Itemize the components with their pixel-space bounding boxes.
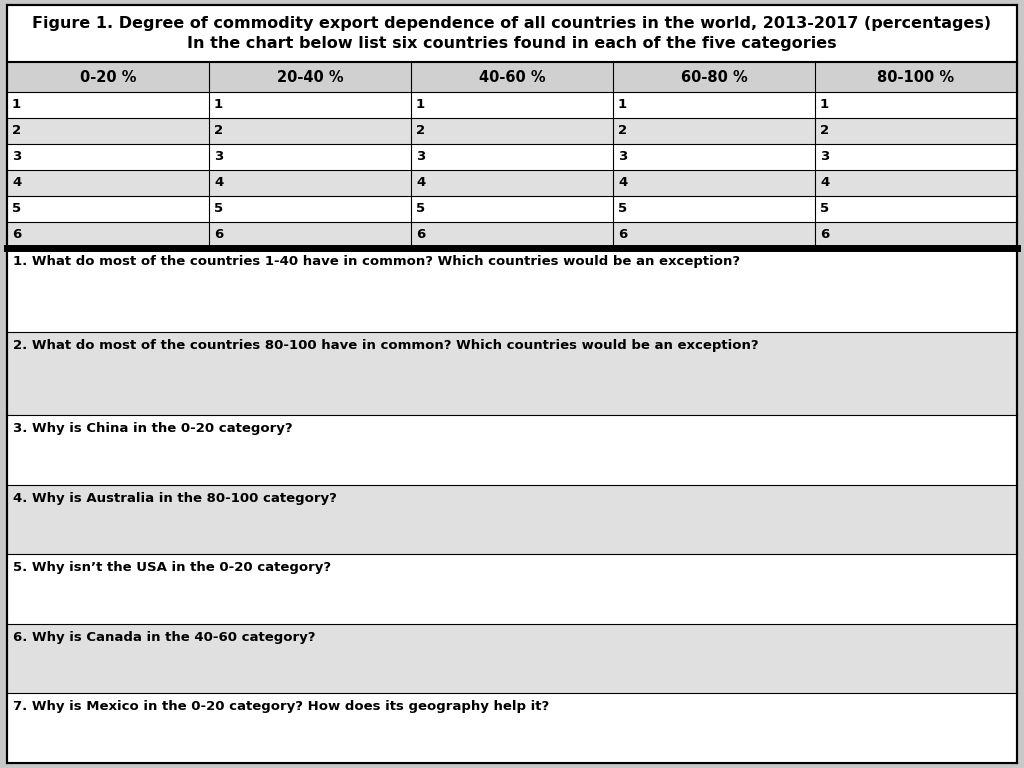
Text: 0-20 %: 0-20 % (80, 69, 136, 84)
Text: 2: 2 (618, 124, 627, 137)
Text: 6: 6 (214, 229, 223, 241)
Text: 2: 2 (214, 124, 223, 137)
Text: 6. Why is Canada in the 40-60 category?: 6. Why is Canada in the 40-60 category? (13, 631, 315, 644)
Text: 6: 6 (12, 229, 22, 241)
Text: 1: 1 (12, 98, 22, 111)
Bar (7, 415, 1017, 485)
Text: 1: 1 (416, 98, 425, 111)
Text: 1: 1 (820, 98, 829, 111)
Text: 3: 3 (618, 151, 628, 164)
Bar (7, 694, 1017, 763)
Text: 20-40 %: 20-40 % (276, 69, 343, 84)
Text: 6: 6 (820, 229, 829, 241)
Text: 4. Why is Australia in the 80-100 category?: 4. Why is Australia in the 80-100 catego… (13, 492, 337, 505)
Bar (7, 196, 1017, 222)
Text: 6: 6 (416, 229, 425, 241)
Text: 1. What do most of the countries 1-40 have in common? Which countries would be a: 1. What do most of the countries 1-40 ha… (13, 255, 740, 268)
Text: 3: 3 (820, 151, 829, 164)
Text: 40-60 %: 40-60 % (478, 69, 546, 84)
Text: 4: 4 (416, 177, 425, 190)
Text: 4: 4 (12, 177, 22, 190)
Bar (7, 118, 1017, 144)
Text: 2: 2 (12, 124, 22, 137)
Text: In the chart below list six countries found in each of the five categories: In the chart below list six countries fo… (187, 36, 837, 51)
Bar (7, 248, 1017, 332)
Text: 3: 3 (12, 151, 22, 164)
Text: 4: 4 (214, 177, 223, 190)
Text: 7. Why is Mexico in the 0-20 category? How does its geography help it?: 7. Why is Mexico in the 0-20 category? H… (13, 700, 549, 713)
Bar (7, 5, 1017, 62)
Bar (7, 92, 1017, 118)
Text: Figure 1. Degree of commodity export dependence of all countries in the world, 2: Figure 1. Degree of commodity export dep… (33, 15, 991, 31)
Text: 3: 3 (416, 151, 425, 164)
Text: 5: 5 (12, 203, 22, 216)
Bar (7, 624, 1017, 694)
Text: 2: 2 (416, 124, 425, 137)
Text: 3. Why is China in the 0-20 category?: 3. Why is China in the 0-20 category? (13, 422, 293, 435)
Bar (7, 485, 1017, 554)
Bar (7, 222, 1017, 248)
Bar (7, 62, 1017, 92)
Text: 6: 6 (618, 229, 628, 241)
Text: 1: 1 (214, 98, 223, 111)
Text: 5: 5 (820, 203, 829, 216)
Text: 4: 4 (618, 177, 628, 190)
Text: 3: 3 (214, 151, 223, 164)
Bar (7, 332, 1017, 415)
Text: 2: 2 (820, 124, 829, 137)
Text: 2. What do most of the countries 80-100 have in common? Which countries would be: 2. What do most of the countries 80-100 … (13, 339, 759, 352)
Bar (7, 144, 1017, 170)
Text: 80-100 %: 80-100 % (878, 69, 954, 84)
Text: 4: 4 (820, 177, 829, 190)
Bar (7, 554, 1017, 624)
Text: 5: 5 (214, 203, 223, 216)
Text: 5: 5 (416, 203, 425, 216)
Text: 5: 5 (618, 203, 627, 216)
Text: 5. Why isn’t the USA in the 0-20 category?: 5. Why isn’t the USA in the 0-20 categor… (13, 561, 331, 574)
Text: 60-80 %: 60-80 % (681, 69, 748, 84)
Bar (7, 170, 1017, 196)
Text: 1: 1 (618, 98, 627, 111)
